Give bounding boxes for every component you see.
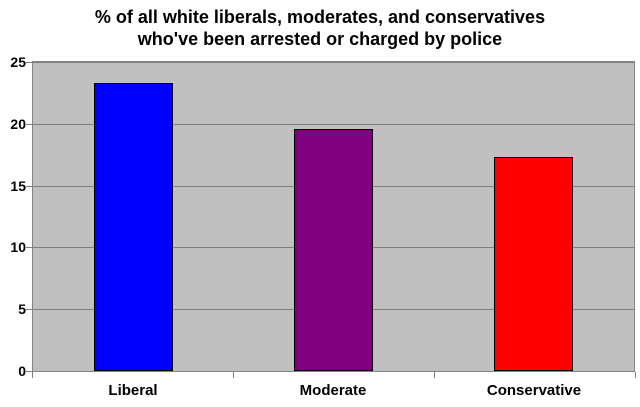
x-label-liberal: Liberal (108, 382, 158, 399)
y-tick-label-25: 25 (10, 54, 26, 70)
gridline-25 (33, 62, 634, 63)
y-tick-label-15: 15 (10, 178, 26, 194)
bar-moderate (294, 129, 373, 371)
y-tick-mark (26, 309, 33, 310)
chart-title-line2: who've been arrested or charged by polic… (137, 29, 503, 49)
y-tick-label-5: 5 (18, 301, 26, 317)
x-tick-mark (233, 372, 234, 378)
plot-area (32, 61, 635, 372)
y-tick-label-10: 10 (10, 239, 26, 255)
y-tick-mark (26, 62, 33, 63)
x-label-conservative: Conservative (486, 382, 582, 399)
bar-liberal (94, 83, 173, 371)
y-tick-mark (26, 247, 33, 248)
chart-title-line1: % of all white liberals, moderates, and … (94, 7, 546, 27)
bar-conservative (494, 157, 573, 371)
x-label-moderate: Moderate (299, 382, 367, 399)
gridline-20 (33, 124, 634, 125)
y-tick-mark (26, 186, 33, 187)
y-tick-mark (26, 124, 33, 125)
x-tick-mark (32, 372, 33, 378)
x-tick-mark (635, 372, 636, 378)
y-tick-label-0: 0 (18, 363, 26, 379)
y-tick-mark (26, 371, 33, 372)
x-tick-mark (434, 372, 435, 378)
chart-title: % of all white liberals, moderates, and … (0, 6, 640, 50)
y-tick-label-20: 20 (10, 116, 26, 132)
